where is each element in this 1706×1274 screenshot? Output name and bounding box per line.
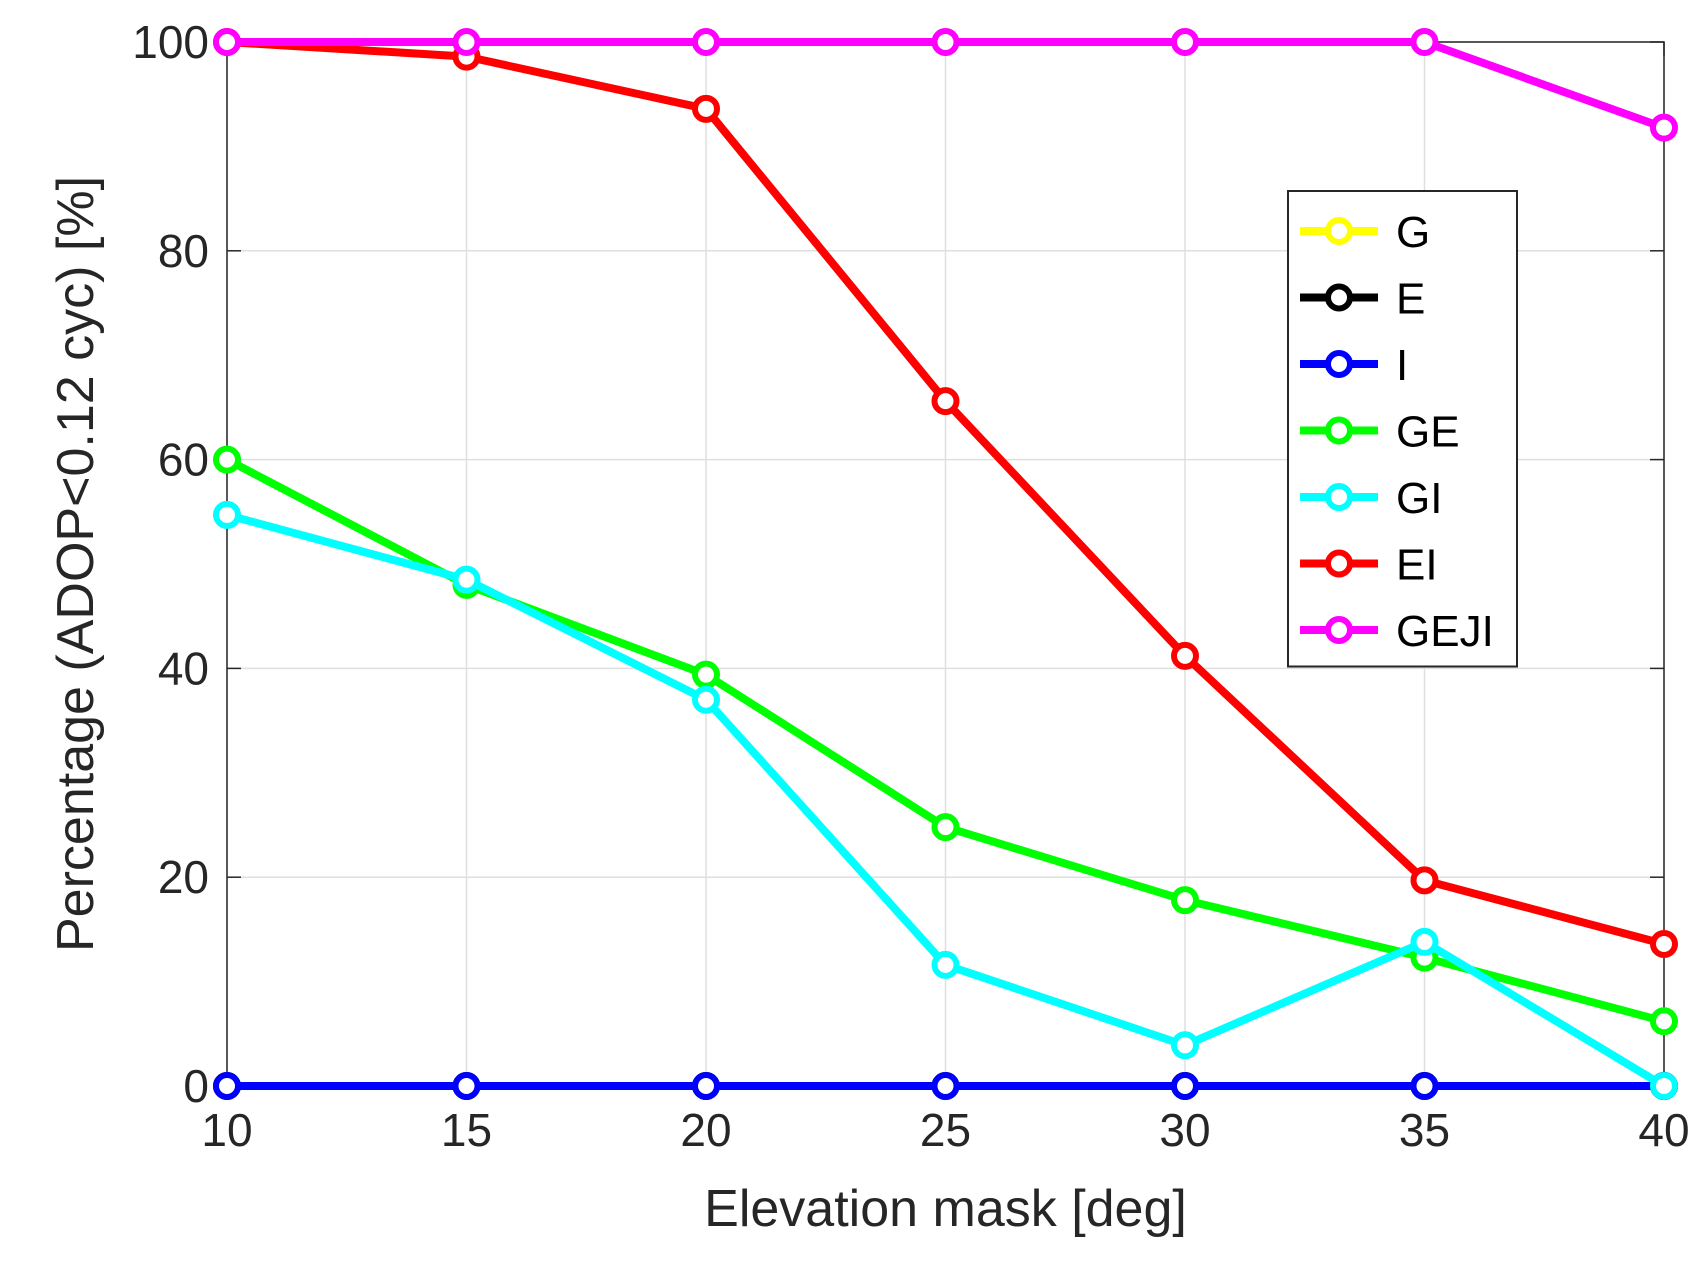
y-tick-label: 40 xyxy=(158,642,209,694)
y-tick-label: 0 xyxy=(183,1060,209,1112)
series-i xyxy=(213,1072,1678,1100)
legend-label: I xyxy=(1396,341,1408,390)
data-point-ei xyxy=(692,94,720,123)
data-point-i xyxy=(1410,1072,1439,1100)
data-point-gi xyxy=(1171,1031,1199,1060)
y-tick-label: 20 xyxy=(158,851,209,903)
x-tick-label: 15 xyxy=(441,1104,492,1156)
legend-swatch-marker xyxy=(1325,283,1353,312)
data-point-i xyxy=(213,1072,241,1100)
legend-item-geji: GEJI xyxy=(1300,607,1494,656)
data-point-ei xyxy=(1410,866,1439,895)
legend-label: EI xyxy=(1396,541,1438,590)
series-layer xyxy=(213,28,1678,1100)
data-point-gi xyxy=(213,500,241,529)
data-point-gi xyxy=(1650,1072,1678,1100)
legend-item-ei: EI xyxy=(1300,541,1438,590)
data-point-gi xyxy=(692,685,720,714)
data-point-ge xyxy=(931,813,960,842)
x-tick-label: 10 xyxy=(201,1104,252,1156)
y-tick-label: 60 xyxy=(158,434,209,486)
x-axis-label: Elevation mask [deg] xyxy=(704,1180,1187,1238)
legend-item-g: G xyxy=(1300,208,1430,257)
data-point-geji xyxy=(931,28,960,56)
legend-item-i: I xyxy=(1300,341,1408,390)
legend-label: GE xyxy=(1396,408,1460,457)
data-point-gi xyxy=(1410,927,1439,956)
data-point-ge xyxy=(213,445,241,474)
y-axis-label: Percentage (ADOP<0.12 cyc) [%] xyxy=(47,176,105,952)
legend-swatch-marker xyxy=(1325,350,1353,378)
data-point-geji xyxy=(1171,28,1199,56)
legend-swatch-marker xyxy=(1325,549,1353,578)
data-point-geji xyxy=(213,28,241,56)
legend-label: G xyxy=(1396,208,1430,257)
data-point-ge xyxy=(1650,1007,1678,1036)
legend-swatch-marker xyxy=(1325,416,1353,445)
y-tick-label: 100 xyxy=(132,16,209,68)
data-point-gi xyxy=(452,565,481,594)
series-gi xyxy=(213,500,1678,1100)
tick-labels: 10 15 20 25 30 35 40 0 20 40 60 80 100 xyxy=(132,16,1689,1156)
data-point-i xyxy=(1171,1072,1199,1100)
data-point-ge xyxy=(1171,886,1199,915)
x-tick-label: 25 xyxy=(920,1104,971,1156)
x-tick-label: 20 xyxy=(680,1104,731,1156)
legend-item-e: E xyxy=(1300,275,1425,324)
legend-swatch-marker xyxy=(1325,616,1353,644)
legend-label: E xyxy=(1396,275,1425,324)
data-point-i xyxy=(692,1072,720,1100)
data-point-ei xyxy=(1171,641,1199,670)
x-tick-label: 40 xyxy=(1638,1104,1689,1156)
y-tick-label: 80 xyxy=(158,225,209,277)
x-tick-label: 35 xyxy=(1399,1104,1450,1156)
data-point-ge xyxy=(692,660,720,689)
legend-swatch-marker xyxy=(1325,483,1353,511)
legend-label: GEJI xyxy=(1396,607,1494,656)
series-geji xyxy=(213,28,1678,142)
legend-label: GI xyxy=(1396,474,1442,523)
data-point-geji xyxy=(452,28,481,56)
legend-item-gi: GI xyxy=(1300,474,1442,523)
data-point-geji xyxy=(692,28,720,56)
data-point-gi xyxy=(931,950,960,979)
data-point-i xyxy=(931,1072,960,1100)
legend-item-ge: GE xyxy=(1300,408,1460,457)
data-point-ei xyxy=(1650,930,1678,959)
data-point-i xyxy=(452,1072,481,1100)
data-point-ei xyxy=(931,387,960,416)
legend-swatch-marker xyxy=(1325,217,1353,245)
data-point-geji xyxy=(1650,113,1678,142)
x-tick-label: 30 xyxy=(1159,1104,1210,1156)
data-point-geji xyxy=(1410,28,1439,56)
